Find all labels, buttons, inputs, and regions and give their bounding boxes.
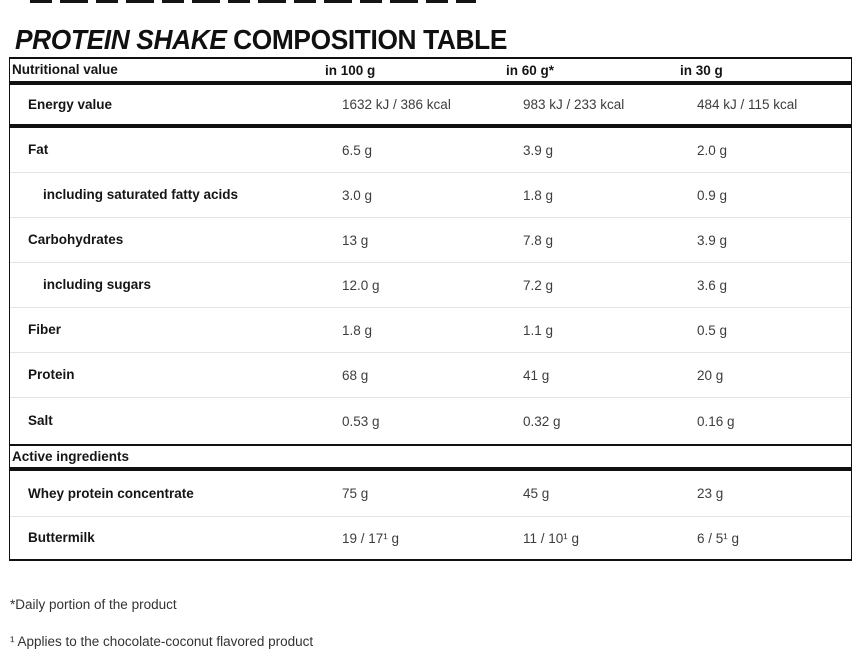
row-label: Protein [28, 367, 75, 383]
row-label: including saturated fatty acids [43, 187, 239, 203]
composition-table: Nutritional value in 100 g in 60 g* in 3… [9, 57, 852, 561]
section-header-active-ingredients: Active ingredients [10, 444, 851, 471]
page-title-italic-part: PROTEIN SHAKE [15, 23, 227, 55]
row-label: Buttermilk [28, 530, 95, 546]
value-30g: 6 / 5¹ g [697, 530, 740, 546]
value-30g: 484 kJ / 115 kcal [697, 97, 798, 112]
value-30g: 23 g [697, 486, 724, 501]
section-header-label: Active ingredients [12, 448, 130, 464]
table-row-buttermilk: Buttermilk 19 / 17¹ g 11 / 10¹ g 6 / 5¹ … [10, 517, 851, 559]
value-100g: 0.53 g [342, 413, 380, 429]
header-col-in-100g: in 100 g [325, 62, 376, 78]
table-row-whey-protein-concentrate: Whey protein concentrate 75 g 45 g 23 g [10, 471, 851, 517]
table-row-protein: Protein 68 g 41 g 20 g [10, 353, 851, 398]
header-nutritional-value: Nutritional value [12, 62, 118, 78]
footnote-daily-portion: *Daily portion of the product [10, 597, 177, 612]
value-60g: 11 / 10¹ g [523, 530, 580, 546]
header-col-in-60g: in 60 g* [506, 62, 555, 78]
value-100g: 6.5 g [342, 142, 373, 158]
row-label: including sugars [43, 277, 152, 293]
row-label: Carbohydrates [28, 232, 124, 248]
value-60g: 3.9 g [523, 142, 554, 158]
value-30g: 3.9 g [697, 232, 728, 248]
value-60g: 0.32 g [523, 413, 561, 429]
value-60g: 1.1 g [523, 322, 554, 338]
page-title: PROTEIN SHAKE COMPOSITION TABLE [15, 24, 507, 56]
row-label: Whey protein concentrate [28, 485, 194, 501]
value-30g: 20 g [697, 367, 724, 383]
row-label: Salt [28, 413, 53, 429]
table-header-row: Nutritional value in 100 g in 60 g* in 3… [10, 59, 851, 85]
table-row-saturated-fatty-acids: including saturated fatty acids 3.0 g 1.… [10, 173, 851, 218]
value-100g: 13 g [342, 232, 369, 248]
value-100g: 19 / 17¹ g [342, 530, 400, 546]
page-title-regular-part: COMPOSITION TABLE [233, 23, 508, 55]
value-100g: 1.8 g [342, 322, 373, 338]
value-100g: 3.0 g [342, 187, 373, 203]
value-100g: 68 g [342, 367, 369, 383]
table-row-fat: Fat 6.5 g 3.9 g 2.0 g [10, 128, 851, 173]
value-60g: 41 g [523, 367, 550, 383]
table-row-salt: Salt 0.53 g 0.32 g 0.16 g [10, 398, 851, 444]
footnote-chocolate-coconut: ¹ Applies to the chocolate-coconut flavo… [10, 634, 314, 649]
value-30g: 0.16 g [697, 413, 735, 429]
value-100g: 12.0 g [342, 277, 380, 293]
value-60g: 983 kJ / 233 kcal [523, 97, 625, 112]
row-label: Energy value [28, 96, 113, 112]
value-100g: 75 g [342, 486, 369, 501]
table-row-energy-value: Energy value 1632 kJ / 386 kcal 983 kJ /… [10, 85, 851, 128]
header-col-in-30g: in 30 g [680, 62, 723, 78]
value-30g: 2.0 g [697, 142, 728, 158]
value-60g: 7.2 g [523, 277, 554, 293]
table-row-sugars: including sugars 12.0 g 7.2 g 3.6 g [10, 263, 851, 308]
row-label: Fiber [28, 322, 62, 338]
value-30g: 0.5 g [697, 322, 728, 338]
value-60g: 45 g [523, 486, 550, 501]
value-60g: 7.8 g [523, 232, 554, 248]
value-30g: 3.6 g [697, 277, 728, 293]
cropped-text-strip [30, 0, 476, 3]
value-60g: 1.8 g [523, 187, 554, 203]
row-label: Fat [28, 142, 49, 158]
value-100g: 1632 kJ / 386 kcal [342, 97, 451, 112]
value-30g: 0.9 g [697, 187, 728, 203]
table-row-carbohydrates: Carbohydrates 13 g 7.8 g 3.9 g [10, 218, 851, 263]
table-row-fiber: Fiber 1.8 g 1.1 g 0.5 g [10, 308, 851, 353]
